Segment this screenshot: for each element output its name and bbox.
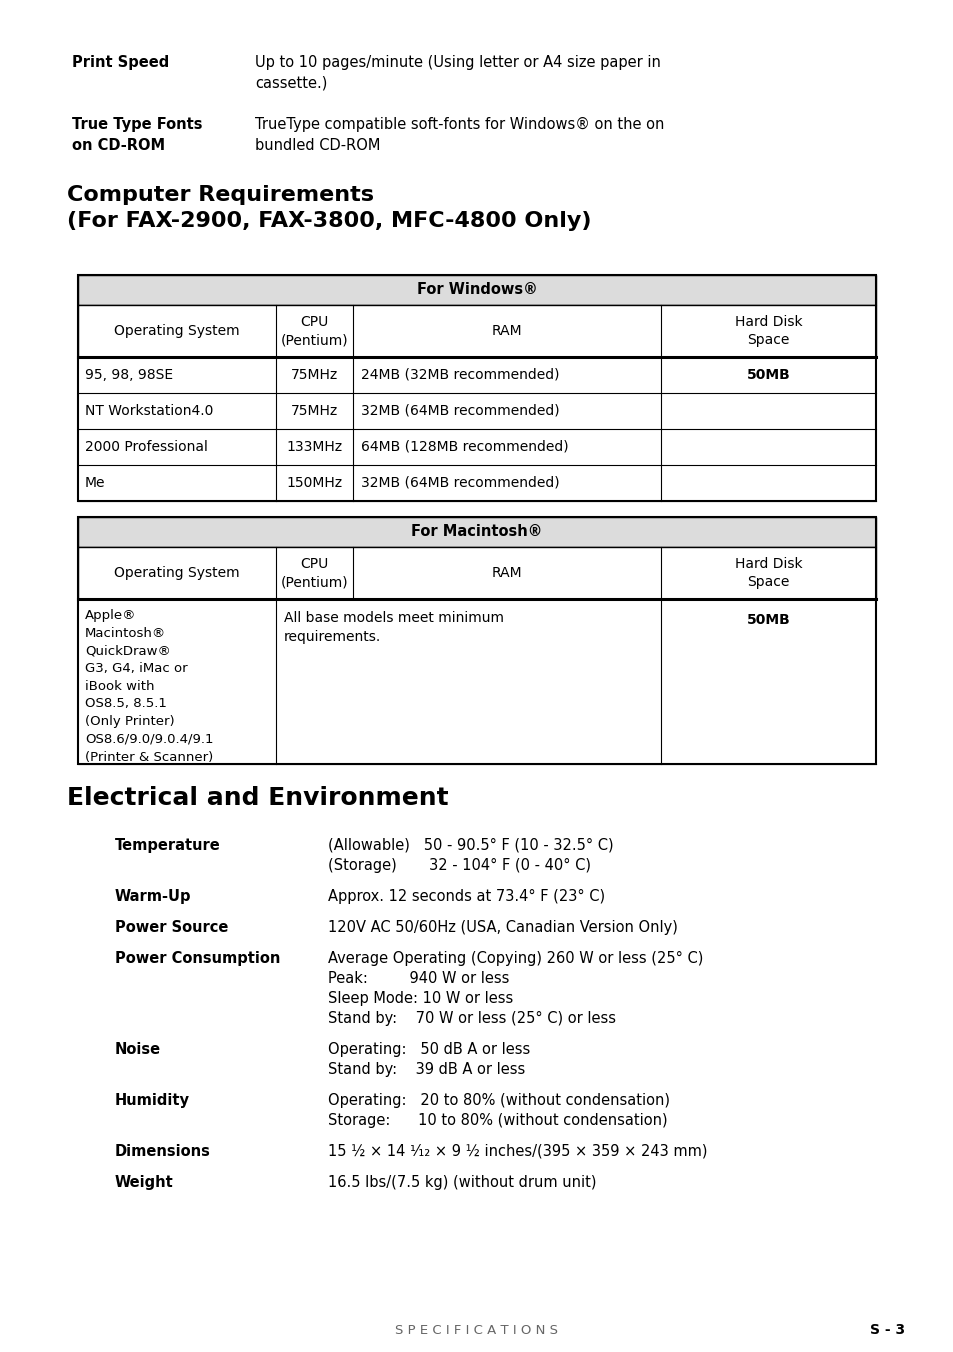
Text: 16.5 lbs/(7.5 kg) (without drum unit): 16.5 lbs/(7.5 kg) (without drum unit) [328,1175,596,1190]
Bar [78,306,875,357]
Text: 32MB (64MB recommended): 32MB (64MB recommended) [360,476,559,489]
Text: CPU
(Pentium): CPU (Pentium) [280,315,348,347]
Text: 95, 98, 98SE: 95, 98, 98SE [85,368,172,383]
Text: Peak:         940 W or less: Peak: 940 W or less [328,971,509,986]
Text: 32MB (64MB recommended): 32MB (64MB recommended) [360,404,559,418]
Text: Approx. 12 seconds at 73.4° F (23° C): Approx. 12 seconds at 73.4° F (23° C) [328,890,604,904]
Text: Me: Me [85,476,106,489]
Text: CPU
(Pentium): CPU (Pentium) [280,557,348,589]
Text: (Allowable)   50 - 90.5° F (10 - 32.5° C): (Allowable) 50 - 90.5° F (10 - 32.5° C) [328,838,613,853]
Text: 15 ½ × 14 ¹⁄₁₂ × 9 ½ inches/(395 × 359 × 243 mm): 15 ½ × 14 ¹⁄₁₂ × 9 ½ inches/(395 × 359 ×… [328,1144,707,1159]
Text: Up to 10 pages/minute (Using letter or A4 size paper in
cassette.): Up to 10 pages/minute (Using letter or A… [254,55,660,91]
Text: Storage:      10 to 80% (without condensation): Storage: 10 to 80% (without condensation… [328,1113,667,1128]
Text: S P E C I F I C A T I O N S: S P E C I F I C A T I O N S [395,1324,558,1337]
Text: Stand by:    39 dB A or less: Stand by: 39 dB A or less [328,1063,525,1078]
Text: Sleep Mode: 10 W or less: Sleep Mode: 10 W or less [328,991,513,1006]
Text: Electrical and Environment: Electrical and Environment [67,786,448,810]
Text: Average Operating (Copying) 260 W or less (25° C): Average Operating (Copying) 260 W or les… [328,950,702,967]
Text: NT Workstation4.0: NT Workstation4.0 [85,404,213,418]
Text: Computer Requirements
(For FAX-2900, FAX-3800, MFC-4800 Only): Computer Requirements (For FAX-2900, FAX… [67,185,591,231]
Text: Apple®
Macintosh®
QuickDraw®
G3, G4, iMac or
iBook with
OS8.5, 8.5.1
(Only Print: Apple® Macintosh® QuickDraw® G3, G4, iMa… [85,608,213,764]
Text: Hard Disk
Space: Hard Disk Space [734,557,801,589]
Text: TrueType compatible soft-fonts for Windows® on the on
bundled CD-ROM: TrueType compatible soft-fonts for Windo… [254,118,663,153]
Bar [78,516,875,764]
Text: 150MHz: 150MHz [286,476,342,489]
Text: 133MHz: 133MHz [286,439,342,454]
Text: S - 3: S - 3 [869,1324,904,1337]
Text: (Storage)       32 - 104° F (0 - 40° C): (Storage) 32 - 104° F (0 - 40° C) [328,859,590,873]
Text: RAM: RAM [491,324,521,338]
Text: Power Consumption: Power Consumption [115,950,280,965]
Text: Operating System: Operating System [114,324,239,338]
Text: 50MB: 50MB [746,612,789,627]
Text: Dimensions: Dimensions [115,1144,211,1159]
Text: Humidity: Humidity [115,1092,190,1109]
Text: 50MB: 50MB [746,368,789,383]
Text: Print Speed: Print Speed [71,55,169,70]
Text: 75MHz: 75MHz [291,404,337,418]
Text: 24MB (32MB recommended): 24MB (32MB recommended) [360,368,558,383]
Text: 75MHz: 75MHz [291,368,337,383]
Text: 2000 Professional: 2000 Professional [85,439,208,454]
Bar [78,274,875,502]
Text: Noise: Noise [115,1042,161,1057]
Bar [78,516,875,548]
Text: Warm-Up: Warm-Up [115,890,192,904]
Text: For Windows®: For Windows® [416,283,537,297]
Text: Weight: Weight [115,1175,173,1190]
Text: 64MB (128MB recommended): 64MB (128MB recommended) [360,439,568,454]
Text: Power Source: Power Source [115,919,228,936]
Text: Temperature: Temperature [115,838,220,853]
Text: RAM: RAM [491,566,521,580]
Text: True Type Fonts
on CD-ROM: True Type Fonts on CD-ROM [71,118,202,153]
Text: Operating:   50 dB A or less: Operating: 50 dB A or less [328,1042,530,1057]
Text: For Macintosh®: For Macintosh® [411,525,542,539]
Text: Operating System: Operating System [114,566,239,580]
Text: All base models meet minimum
requirements.: All base models meet minimum requirement… [284,611,503,645]
Text: Operating:   20 to 80% (without condensation): Operating: 20 to 80% (without condensati… [328,1092,669,1109]
Bar [78,548,875,599]
Text: Hard Disk
Space: Hard Disk Space [734,315,801,347]
Text: 120V AC 50/60Hz (USA, Canadian Version Only): 120V AC 50/60Hz (USA, Canadian Version O… [328,919,678,936]
Bar [78,274,875,306]
Text: Stand by:    70 W or less (25° C) or less: Stand by: 70 W or less (25° C) or less [328,1011,616,1026]
